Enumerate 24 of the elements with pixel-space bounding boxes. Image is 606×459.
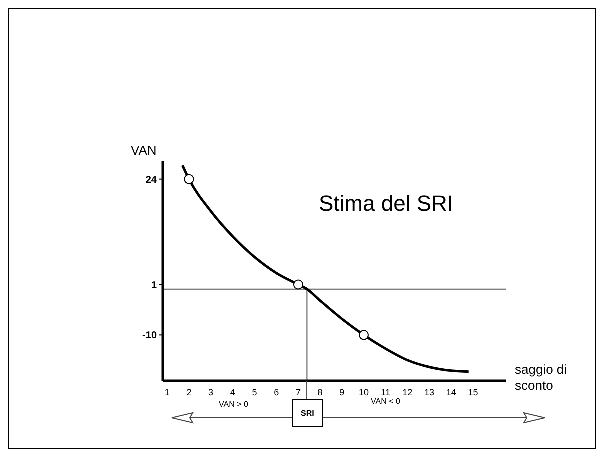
x-tick-label: 2 — [186, 387, 192, 398]
x-tick-label: 10 — [358, 387, 369, 398]
x-tick-label: 5 — [252, 387, 258, 398]
x-tick-label: 15 — [468, 387, 478, 398]
text: VAN < 0 — [371, 397, 400, 406]
text: VAN > 0 — [219, 400, 248, 409]
x-tick-label: 9 — [340, 387, 345, 398]
x-tick-label: 14 — [446, 387, 456, 398]
x-tick-label: 4 — [230, 387, 236, 398]
y-axis-title: VAN — [131, 143, 157, 158]
x-axis-title: saggio di sconto — [515, 362, 568, 394]
x-tick-label: 8 — [318, 387, 323, 398]
x-tick-label: 3 — [208, 387, 214, 398]
x-tick-label: 1 — [164, 387, 170, 398]
y-tick-label: 1 — [151, 280, 158, 292]
x-tick-label: 7 — [296, 387, 301, 398]
x-tick-label: 12 — [402, 387, 413, 398]
x-tick-label: 13 — [424, 387, 435, 398]
x-tick-label: 6 — [274, 387, 280, 398]
text: Stima del SRI — [319, 191, 454, 217]
x-tick-label: 11 — [381, 387, 391, 398]
y-tick-label: 24 — [146, 174, 158, 186]
y-tick-label: -10 — [142, 330, 158, 342]
text: SRI — [292, 399, 324, 427]
